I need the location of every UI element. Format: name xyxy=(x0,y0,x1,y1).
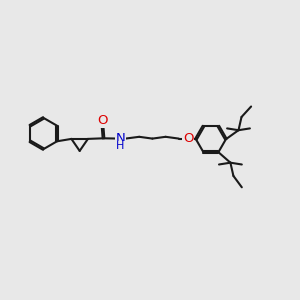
Text: H: H xyxy=(116,141,124,152)
Text: O: O xyxy=(97,114,108,127)
Text: N: N xyxy=(116,132,125,145)
Text: O: O xyxy=(183,132,194,145)
